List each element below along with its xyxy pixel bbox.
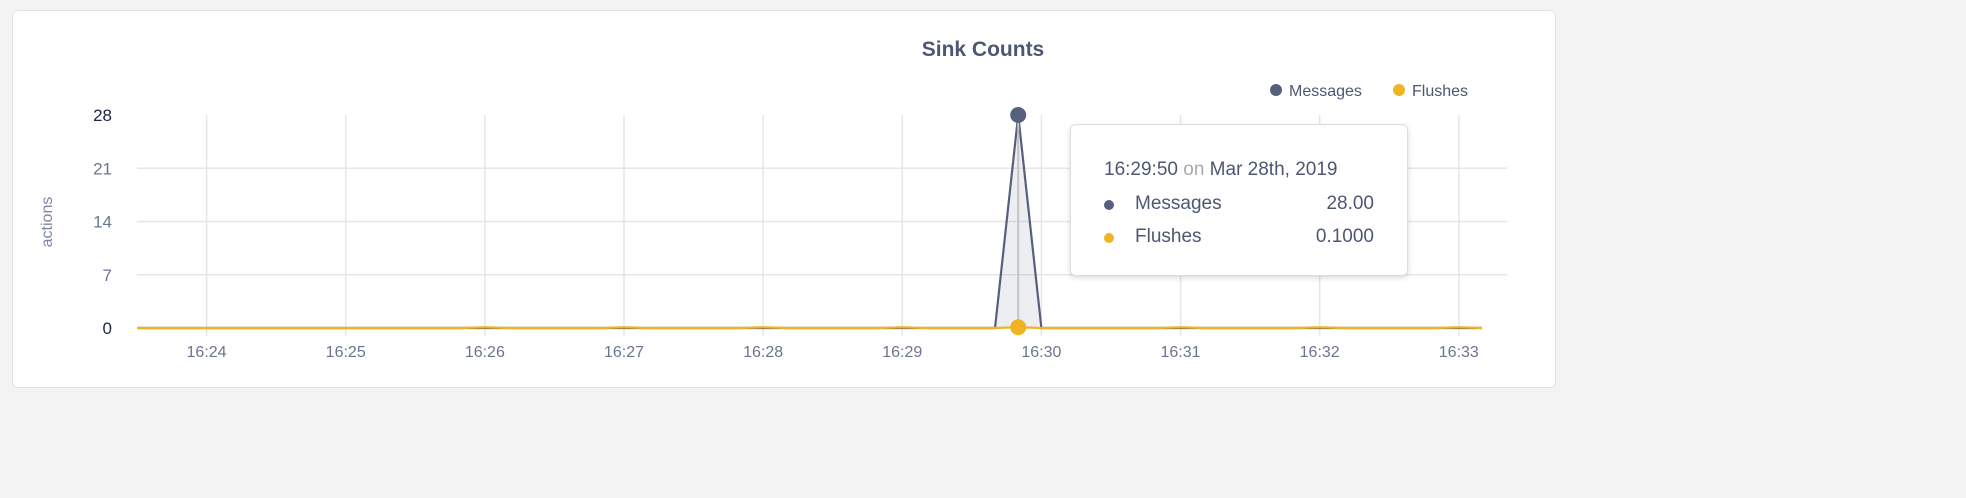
tooltip: 16:29:50 on Mar 28th, 2019 Messages 28.0… [1070,124,1408,276]
tooltip-row-flushes: Flushes 0.1000 [1104,226,1374,250]
x-tick-label: 16:32 [1300,344,1340,361]
tooltip-series-name: Flushes [1135,226,1202,247]
x-tick-label: 16:30 [1021,344,1061,361]
legend-flushes-label: Flushes [1412,83,1468,100]
y-tick-label: 21 [93,159,112,178]
x-tick-label: 16:29 [882,344,922,361]
tooltip-date: Mar 28th, 2019 [1209,159,1338,180]
y-tick-label: 7 [103,266,112,285]
x-tick-label: 16:26 [465,344,505,361]
tooltip-on: on [1183,159,1205,180]
tooltip-series-name: Messages [1135,193,1222,214]
tooltip-series-value: 28.00 [1326,193,1374,214]
legend-messages-label: Messages [1289,83,1362,100]
legend-messages-icon [1270,84,1282,96]
tooltip-header: 16:29:50 on Mar 28th, 2019 [1104,159,1337,181]
flushes-line [137,326,1483,330]
y-tick-label: 0 [103,319,112,338]
y-tick-label: 28 [93,106,112,125]
x-tick-label: 16:33 [1439,344,1479,361]
y-axis-label: actions [39,197,56,248]
x-tick-label: 16:31 [1161,344,1201,361]
x-tick-label: 16:25 [326,344,366,361]
messages-hover-point [1010,107,1027,123]
y-tick-label: 14 [93,213,112,232]
tooltip-series-value: 0.1000 [1315,226,1374,247]
x-tick-label: 16:24 [187,344,227,361]
x-tick-label: 16:27 [604,344,644,361]
flushes-dot-icon [1104,233,1114,243]
flushes-hover-point [1010,319,1027,336]
messages-dot-icon [1104,200,1114,210]
chart-title: Sink Counts [921,38,1045,61]
legend-flushes-icon [1393,84,1405,96]
tooltip-time: 16:29:50 [1104,159,1178,180]
tooltip-row-messages: Messages 28.00 [1104,193,1374,217]
x-tick-label: 16:28 [743,344,783,361]
